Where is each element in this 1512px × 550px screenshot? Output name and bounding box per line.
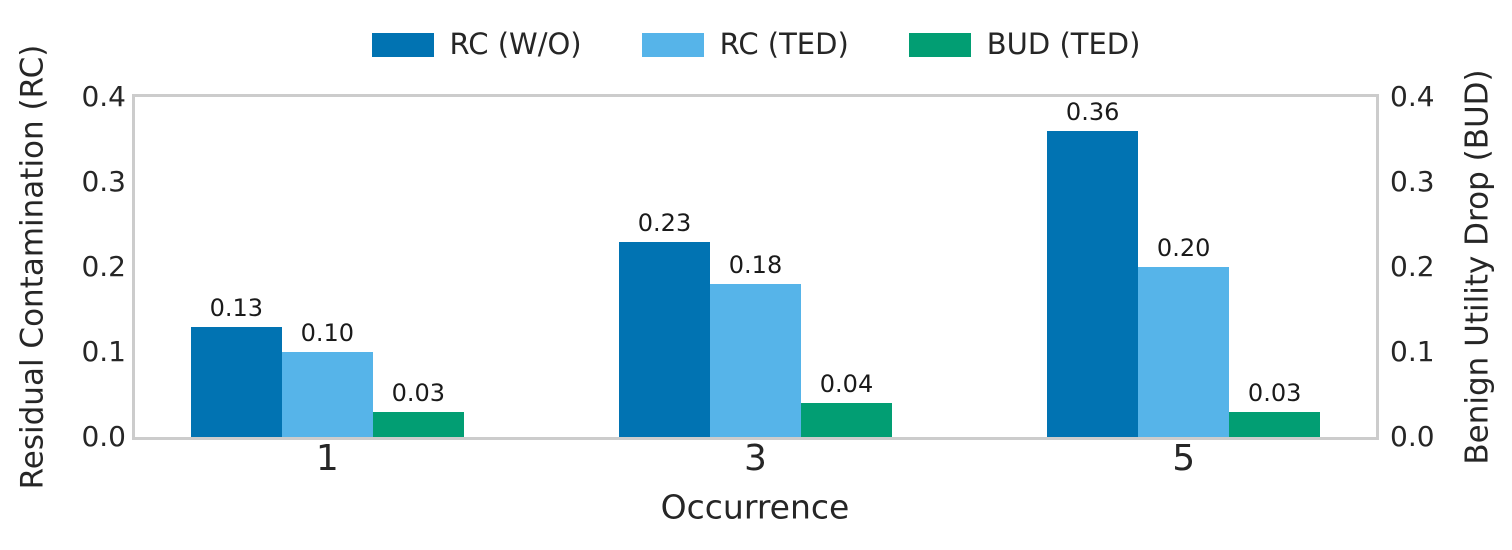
bar-rc-ted--x5 xyxy=(1138,267,1230,437)
bar-bud-ted--x5 xyxy=(1229,411,1321,437)
bar-rc-w-o--x5 xyxy=(1047,131,1139,437)
bar-rc-ted--x1 xyxy=(281,352,373,437)
x-axis-title: Occurrence xyxy=(660,487,850,527)
bar-value-label: 0.13 xyxy=(209,293,264,322)
legend-item-rc-wo: RC (W/O) xyxy=(371,27,582,61)
bar-value-label: 0.10 xyxy=(300,319,355,347)
left-y-tick-label: 0.2 xyxy=(81,250,126,283)
legend-label-bud-ted: BUD (TED) xyxy=(986,27,1141,61)
bar-rc-w-o--x3 xyxy=(619,241,710,437)
left-y-tick-label: 0.0 xyxy=(81,420,126,453)
legend-item-bud-ted: BUD (TED) xyxy=(908,27,1141,61)
left-y-tick-label: 0.3 xyxy=(81,165,126,198)
bar-bud-ted--x1 xyxy=(372,411,464,437)
bar-bud-ted--x3 xyxy=(801,403,892,437)
right-y-axis-title: Benign Utility Drop (BUD) xyxy=(1459,69,1496,465)
legend-item-rc-ted: RC (TED) xyxy=(641,27,849,61)
x-tick-label: 1 xyxy=(315,438,339,479)
legend-swatch-bud-ted-icon xyxy=(908,32,971,57)
legend-label-rc-wo: RC (W/O) xyxy=(449,27,582,61)
left-y-tick-label: 0.4 xyxy=(81,80,126,113)
bar-value-label: 0.03 xyxy=(1247,378,1302,407)
right-y-tick-label: 0.2 xyxy=(1390,250,1435,283)
legend-label-rc-ted: RC (TED) xyxy=(719,27,849,61)
bar-value-label: 0.36 xyxy=(1065,98,1120,126)
right-y-tick-label: 0.1 xyxy=(1390,335,1435,368)
right-y-tick-label: 0.3 xyxy=(1390,165,1435,198)
x-tick-label: 3 xyxy=(744,438,767,479)
bar-value-label: 0.03 xyxy=(391,378,446,407)
right-y-tick-label: 0.4 xyxy=(1390,80,1435,113)
bar-value-label: 0.23 xyxy=(637,208,692,237)
legend-swatch-rc-wo-icon xyxy=(371,32,434,57)
x-tick-label: 5 xyxy=(1172,438,1196,479)
legend: RC (W/O) RC (TED) BUD (TED) xyxy=(0,30,1512,59)
bar-value-label: 0.20 xyxy=(1156,234,1211,262)
bar-rc-ted--x3 xyxy=(710,284,801,437)
plot-area: 0.13 0.10 0.03 0.23 0.18 0.04 0.36 0.20 0.03 xyxy=(135,97,1376,437)
left-y-tick-label: 0.1 xyxy=(81,335,126,368)
bar-rc-w-o--x1 xyxy=(190,326,282,437)
legend-swatch-rc-ted-icon xyxy=(641,32,704,57)
right-y-tick-label: 0.0 xyxy=(1390,420,1435,453)
bar-value-label: 0.18 xyxy=(728,251,783,279)
bar-value-label: 0.04 xyxy=(819,370,874,398)
